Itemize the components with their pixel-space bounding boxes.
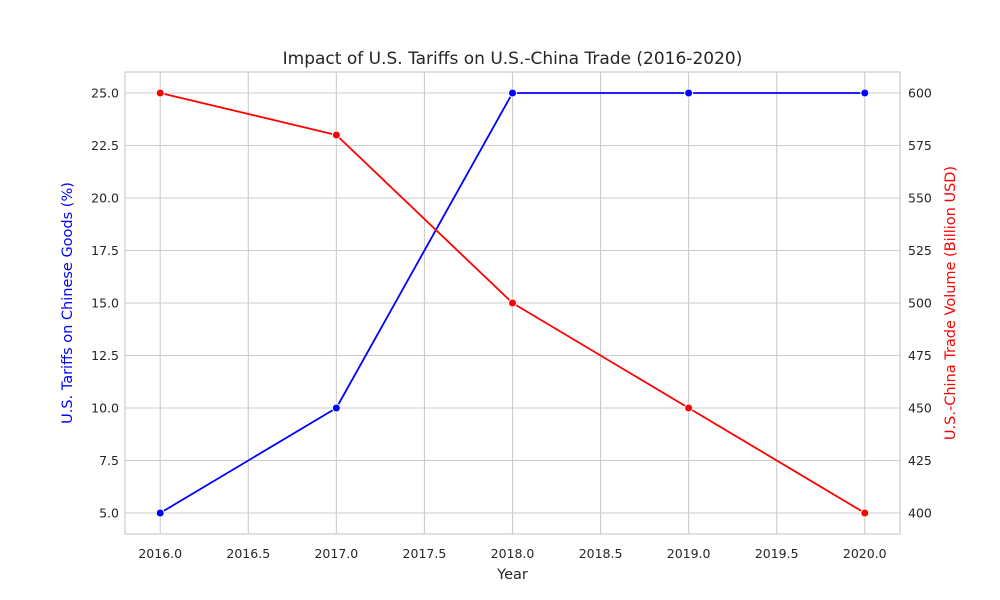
data-point-left[interactable] bbox=[508, 88, 517, 98]
data-point-right[interactable] bbox=[860, 508, 870, 518]
x-tick-label: 2018.0 bbox=[491, 546, 535, 561]
data-point-right[interactable] bbox=[508, 298, 517, 308]
right-tick-label: 500 bbox=[908, 296, 932, 311]
x-tick-label: 2020.0 bbox=[843, 546, 887, 561]
right-tick-label: 575 bbox=[908, 138, 932, 153]
x-axis-ticks: 2016.0 2016.5 2017.0 2017.5 2018.0 2018.5 2019… bbox=[138, 546, 886, 561]
data-point-left[interactable] bbox=[331, 403, 341, 413]
right-tick-label: 550 bbox=[908, 191, 932, 206]
x-tick-label: 2016.5 bbox=[226, 546, 270, 561]
left-tick-label: 15.0 bbox=[91, 296, 119, 311]
x-axis-label: Year bbox=[496, 567, 528, 583]
right-axis-label: U.S.-China Trade Volume (Billion USD) bbox=[943, 166, 959, 440]
left-tick-label: 12.5 bbox=[91, 348, 119, 363]
data-point-left[interactable] bbox=[155, 508, 165, 518]
left-tick-label: 20.0 bbox=[91, 191, 119, 206]
left-tick-label: 17.5 bbox=[91, 243, 119, 258]
left-axis-ticks: 5.0 7.5 10.0 12.5 15.0 17.5 20.0 22.5 25.0 bbox=[91, 86, 119, 521]
left-tick-label: 25.0 bbox=[91, 86, 119, 101]
data-point-right[interactable] bbox=[155, 88, 165, 98]
left-axis-label: U.S. Tariffs on Chinese Goods (%) bbox=[60, 182, 76, 424]
left-tick-label: 5.0 bbox=[99, 506, 119, 521]
chart-title: Impact of U.S. Tariffs on U.S.-China Tra… bbox=[283, 49, 743, 69]
data-point-right[interactable] bbox=[684, 403, 694, 413]
right-tick-label: 525 bbox=[908, 243, 932, 258]
right-tick-label: 425 bbox=[908, 453, 932, 468]
x-tick-label: 2017.0 bbox=[314, 546, 358, 561]
left-tick-label: 7.5 bbox=[99, 453, 119, 468]
left-tick-label: 22.5 bbox=[91, 138, 119, 153]
x-tick-label: 2018.5 bbox=[579, 546, 623, 561]
right-axis-ticks: 400 425 450 475 500 525 550 575 600 bbox=[908, 86, 932, 521]
series-layer bbox=[155, 88, 870, 518]
right-tick-label: 400 bbox=[908, 506, 932, 521]
x-tick-label: 2016.0 bbox=[138, 546, 182, 561]
plot-frame bbox=[124, 71, 901, 535]
data-point-right[interactable] bbox=[331, 130, 341, 140]
left-tick-label: 10.0 bbox=[91, 401, 119, 416]
x-tick-label: 2017.5 bbox=[403, 546, 447, 561]
right-tick-label: 475 bbox=[908, 348, 932, 363]
right-tick-label: 600 bbox=[908, 86, 932, 101]
x-tick-label: 2019.0 bbox=[667, 546, 711, 561]
data-point-left[interactable] bbox=[860, 88, 870, 98]
x-tick-label: 2019.5 bbox=[755, 546, 799, 561]
right-tick-label: 450 bbox=[908, 401, 932, 416]
data-point-left[interactable] bbox=[684, 88, 694, 98]
